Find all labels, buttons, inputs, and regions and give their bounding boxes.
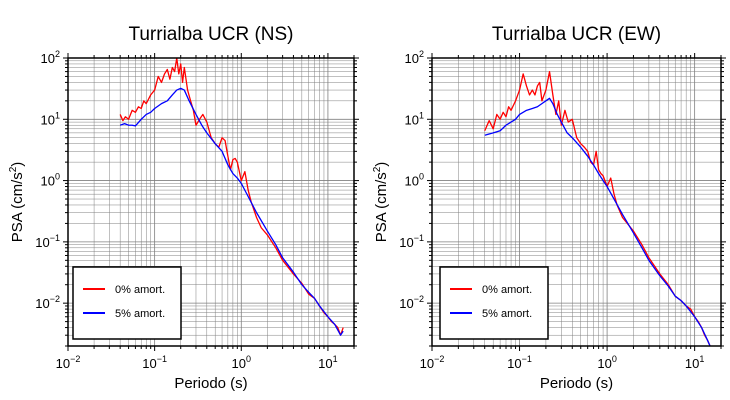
y-tick-label: 100: [405, 172, 424, 189]
legend-label: 0% amort.: [115, 284, 165, 296]
x-tick-label: 101: [318, 354, 337, 371]
legend-label: 0% amort.: [482, 284, 532, 296]
legend: 0% amort. 5% amort.: [72, 266, 182, 340]
legend: 0% amort. 5% amort.: [439, 266, 549, 340]
y-tick-label: 102: [405, 49, 424, 66]
chart-panel-2: 10−2 10−1 100 101 10−2 10−1 100 101 102 Turrialba…: [372, 24, 726, 392]
tick-marks: [63, 53, 359, 351]
x-tick-label: 101: [685, 354, 704, 371]
chart-title: Turrialba UCR (EW): [492, 24, 661, 45]
series-line-blue: [484, 97, 711, 346]
plot-frame: [431, 57, 722, 347]
y-tick-label: 10−2: [399, 294, 424, 311]
y-tick-label: 10−1: [35, 233, 60, 250]
x-axis-label: Periodo (s): [540, 375, 613, 392]
series-group: [119, 58, 344, 336]
y-tick-label: 100: [41, 172, 60, 189]
chart-panel-1: 10−2 10−1 100 101 10−2 10−1 100 101 102 Turrialba…: [8, 24, 359, 392]
x-tick-label: 10−2: [420, 354, 445, 371]
y-tick-label: 101: [405, 110, 424, 127]
plot-frame: [67, 57, 355, 347]
x-tick-label: 100: [597, 354, 616, 371]
tick-marks: [427, 53, 726, 351]
y-tick-label: 10−2: [35, 294, 60, 311]
x-tick-label: 100: [232, 354, 251, 371]
x-tick-label: 10−1: [507, 354, 532, 371]
legend-box: [439, 266, 549, 340]
y-axis-label: PSA (cm/s2): [372, 162, 390, 243]
legend-label: 5% amort.: [115, 308, 165, 320]
y-tick-label: 101: [41, 110, 60, 127]
gridlines: [431, 57, 722, 347]
legend-label: 5% amort.: [482, 308, 532, 320]
chart-title: Turrialba UCR (NS): [128, 24, 293, 45]
gridlines: [67, 57, 355, 347]
legend-box: [72, 266, 182, 340]
x-tick-label: 10−2: [56, 354, 81, 371]
y-tick-label: 102: [41, 49, 60, 66]
series-line-blue: [119, 87, 344, 336]
y-tick-label: 10−1: [399, 233, 424, 250]
y-axis-label: PSA (cm/s2): [8, 162, 26, 243]
series-group: [484, 70, 711, 346]
x-tick-label: 10−1: [142, 354, 167, 371]
x-axis-label: Periodo (s): [174, 375, 247, 392]
